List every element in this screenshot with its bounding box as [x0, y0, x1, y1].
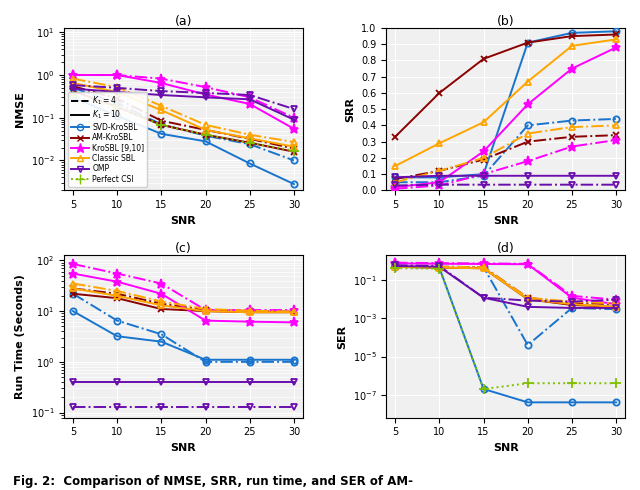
- Y-axis label: Run Time (Seconds): Run Time (Seconds): [15, 274, 25, 399]
- X-axis label: SNR: SNR: [171, 443, 196, 453]
- Text: Fig. 2:  Comparison of NMSE, SRR, run time, and SER of AM-: Fig. 2: Comparison of NMSE, SRR, run tim…: [13, 474, 413, 488]
- X-axis label: SNR: SNR: [493, 216, 518, 225]
- Legend: $K_1 = 4$, $K_1 = 10$, SVD-KroSBL, AM-KroSBL, KroSBL [9,10], Classic SBL, OMP, P: $K_1 = 4$, $K_1 = 10$, SVD-KroSBL, AM-Kr…: [68, 92, 147, 187]
- X-axis label: SNR: SNR: [171, 216, 196, 225]
- Title: (a): (a): [175, 15, 192, 28]
- Y-axis label: SER: SER: [337, 324, 347, 348]
- Title: (b): (b): [497, 15, 515, 28]
- X-axis label: SNR: SNR: [493, 443, 518, 453]
- Title: (c): (c): [175, 243, 192, 255]
- Y-axis label: NMSE: NMSE: [15, 91, 25, 127]
- Y-axis label: SRR: SRR: [346, 97, 356, 122]
- Title: (d): (d): [497, 243, 515, 255]
